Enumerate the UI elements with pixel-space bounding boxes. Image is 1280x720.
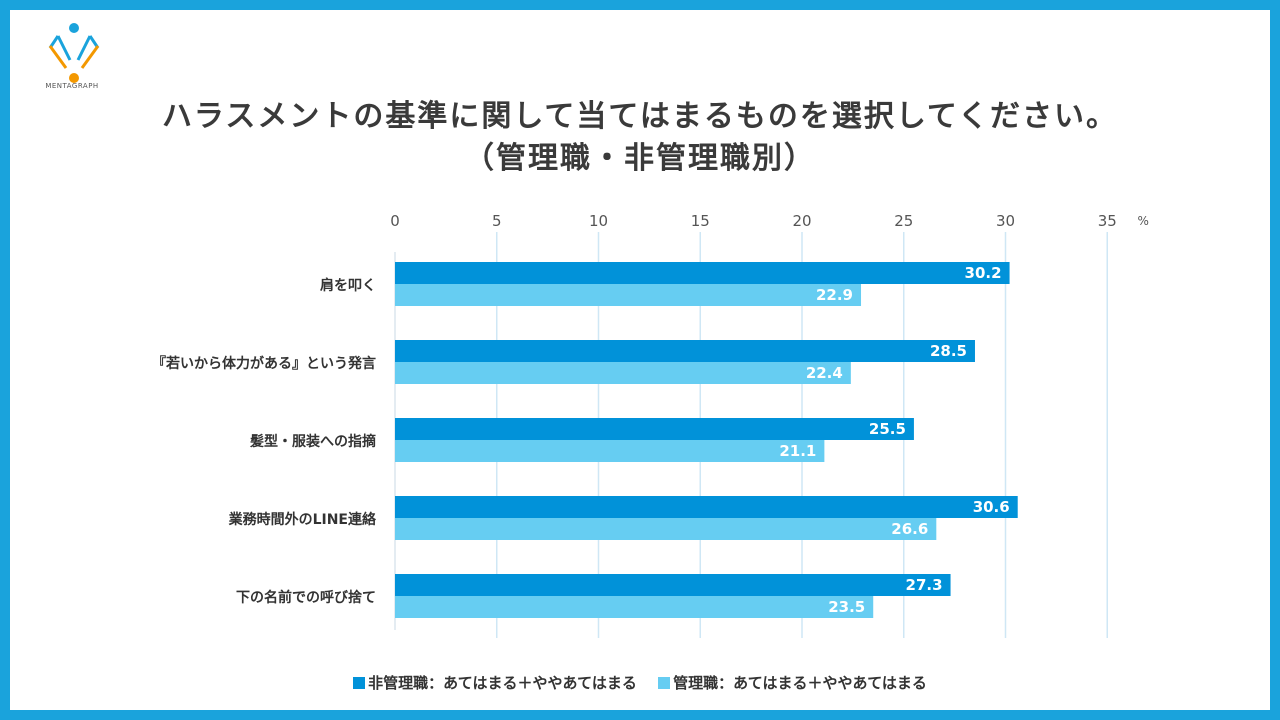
category-label-1: 『若いから体力がある』という発言 — [152, 355, 376, 372]
category-label-4: 下の名前での呼び捨て — [236, 589, 376, 606]
chart-title: ハラスメントの基準に関して当てはまるものを選択してください。 — [161, 99, 1119, 134]
legend: 非管理職：あてはまる＋ややあてはまる 管理職：あてはまる＋ややあてはまる — [10, 672, 1270, 693]
value-label-s1-c2: 21.1 — [779, 442, 816, 460]
bar-s1-c4 — [395, 596, 874, 618]
legend-item-non-manager: 非管理職：あてはまる＋ややあてはまる — [353, 672, 637, 693]
x-axis-unit: % — [1138, 214, 1149, 228]
value-label-s1-c1: 22.4 — [806, 364, 843, 382]
mentagraph-logo-icon — [48, 23, 100, 83]
bar-s1-c0 — [395, 284, 862, 306]
bar-s0-c0 — [395, 262, 1010, 284]
x-tick-label-30: 30 — [996, 212, 1015, 230]
value-label-s1-c0: 22.9 — [816, 286, 853, 304]
x-tick-label-5: 5 — [492, 212, 502, 230]
value-label-s0-c2: 25.5 — [869, 420, 906, 438]
bar-s1-c3 — [395, 518, 937, 540]
x-tick-label-20: 20 — [792, 212, 811, 230]
x-tick-label-10: 10 — [589, 212, 608, 230]
value-label-s1-c3: 26.6 — [891, 520, 928, 538]
x-tick-label-15: 15 — [691, 212, 710, 230]
category-label-3: 業務時間外のLINE連絡 — [228, 511, 377, 528]
x-tick-label-0: 0 — [390, 212, 400, 230]
legend-label-non-manager: 非管理職：あてはまる＋ややあてはまる — [368, 674, 637, 692]
legend-swatch-non-manager — [353, 677, 366, 689]
bar-s1-c2 — [395, 440, 825, 462]
category-label-0: 肩を叩く — [320, 277, 376, 294]
bar-s0-c1 — [395, 340, 975, 362]
bar-s0-c4 — [395, 574, 951, 596]
legend-swatch-manager — [658, 677, 671, 689]
category-label-2: 髪型・服装への指摘 — [249, 433, 376, 450]
legend-label-manager: 管理職：あてはまる＋ややあてはまる — [673, 674, 927, 692]
bar-s1-c1 — [395, 362, 851, 384]
brand-name: MENTAGRAPH — [45, 82, 99, 90]
value-label-s0-c4: 27.3 — [906, 576, 943, 594]
value-label-s0-c3: 30.6 — [973, 498, 1010, 516]
x-tick-label-25: 25 — [894, 212, 913, 230]
value-label-s1-c4: 23.5 — [828, 598, 865, 616]
value-label-s0-c0: 30.2 — [965, 264, 1002, 282]
bar-s0-c2 — [395, 418, 914, 440]
bar-chart: 0 5 10 15 20 25 30 35 % 肩を叩く 30.2 22.9 『若いから体力がある』とい… — [152, 212, 1149, 638]
x-tick-label-35: 35 — [1098, 212, 1117, 230]
chart-subtitle: （管理職・非管理職別） — [464, 141, 816, 176]
bar-s0-c3 — [395, 496, 1018, 518]
legend-item-manager: 管理職：あてはまる＋ややあてはまる — [658, 672, 927, 693]
value-label-s0-c1: 28.5 — [930, 342, 967, 360]
slide-frame: MENTAGRAPH ハラスメントの基準に関して当てはまるものを選択してください… — [10, 10, 1270, 710]
